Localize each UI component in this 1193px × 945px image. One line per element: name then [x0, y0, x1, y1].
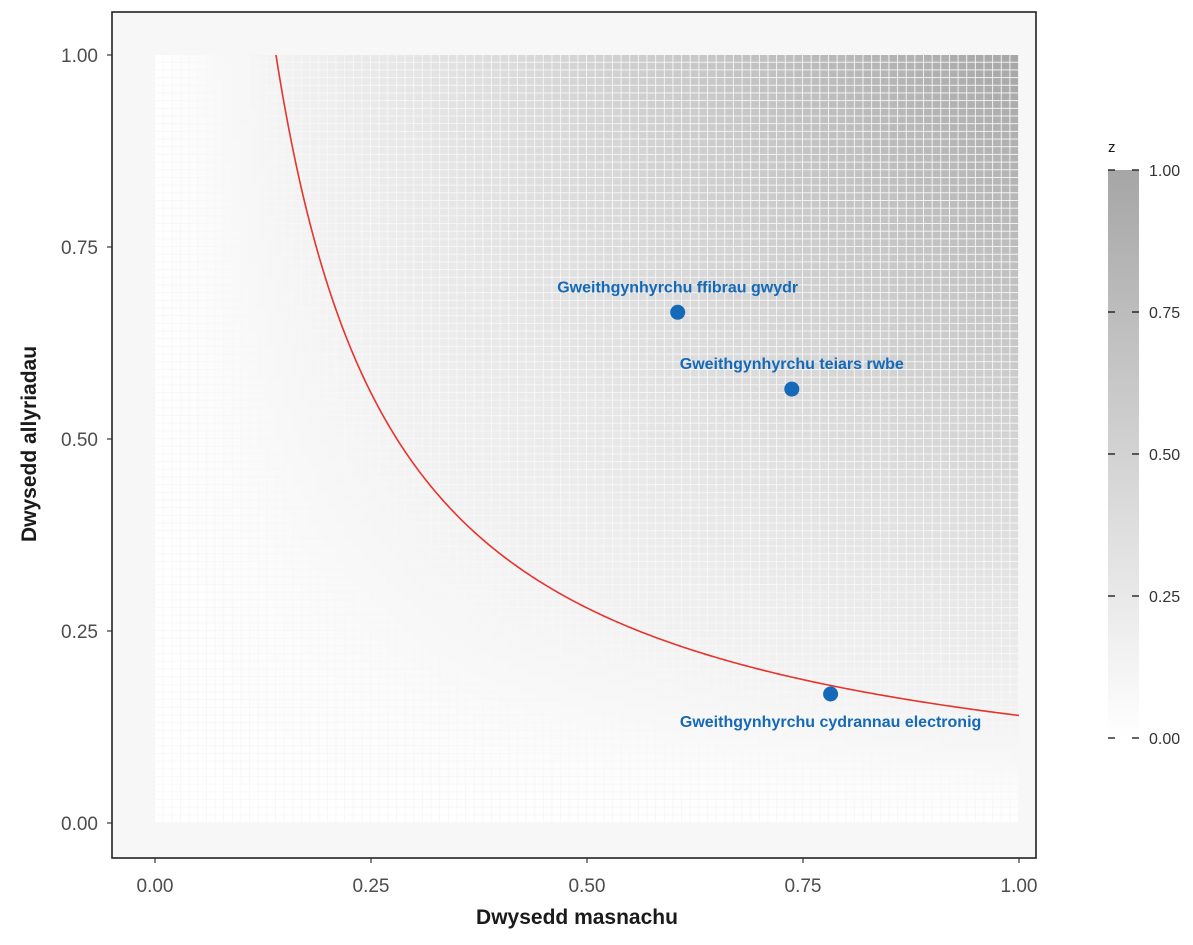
y-tick-label: 0.50: [61, 430, 98, 451]
data-point: [823, 687, 838, 702]
y-tick-label: 0.25: [61, 622, 98, 643]
y-tick-label: 0.75: [61, 238, 98, 259]
legend-title: z: [1108, 139, 1116, 156]
x-tick-label: 0.25: [353, 876, 390, 897]
legend-tick-label: 0.75: [1149, 305, 1180, 322]
y-tick-label: 1.00: [61, 46, 98, 67]
x-tick-label: 0.00: [137, 876, 174, 897]
legend-tick-label: 0.50: [1149, 447, 1180, 464]
x-tick-label: 0.50: [569, 876, 606, 897]
point-label: Gweithgynhyrchu ffibrau gwydr: [557, 279, 798, 296]
x-tick-label: 1.00: [1001, 876, 1038, 897]
legend-tick-label: 0.00: [1149, 731, 1180, 748]
legend-tick-label: 1.00: [1149, 163, 1180, 180]
point-label: Gweithgynhyrchu teiars rwbe: [680, 356, 904, 373]
legend-tick-label: 0.25: [1149, 589, 1180, 606]
x-tick-label: 0.75: [785, 876, 822, 897]
y-tick-label: 0.00: [61, 814, 98, 835]
data-point: [784, 382, 799, 397]
point-label: Gweithgynhyrchu cydrannau electronig: [680, 714, 981, 731]
x-axis-label-background: [458, 896, 838, 940]
data-point: [670, 305, 685, 320]
y-axis-label-background: [6, 185, 48, 575]
